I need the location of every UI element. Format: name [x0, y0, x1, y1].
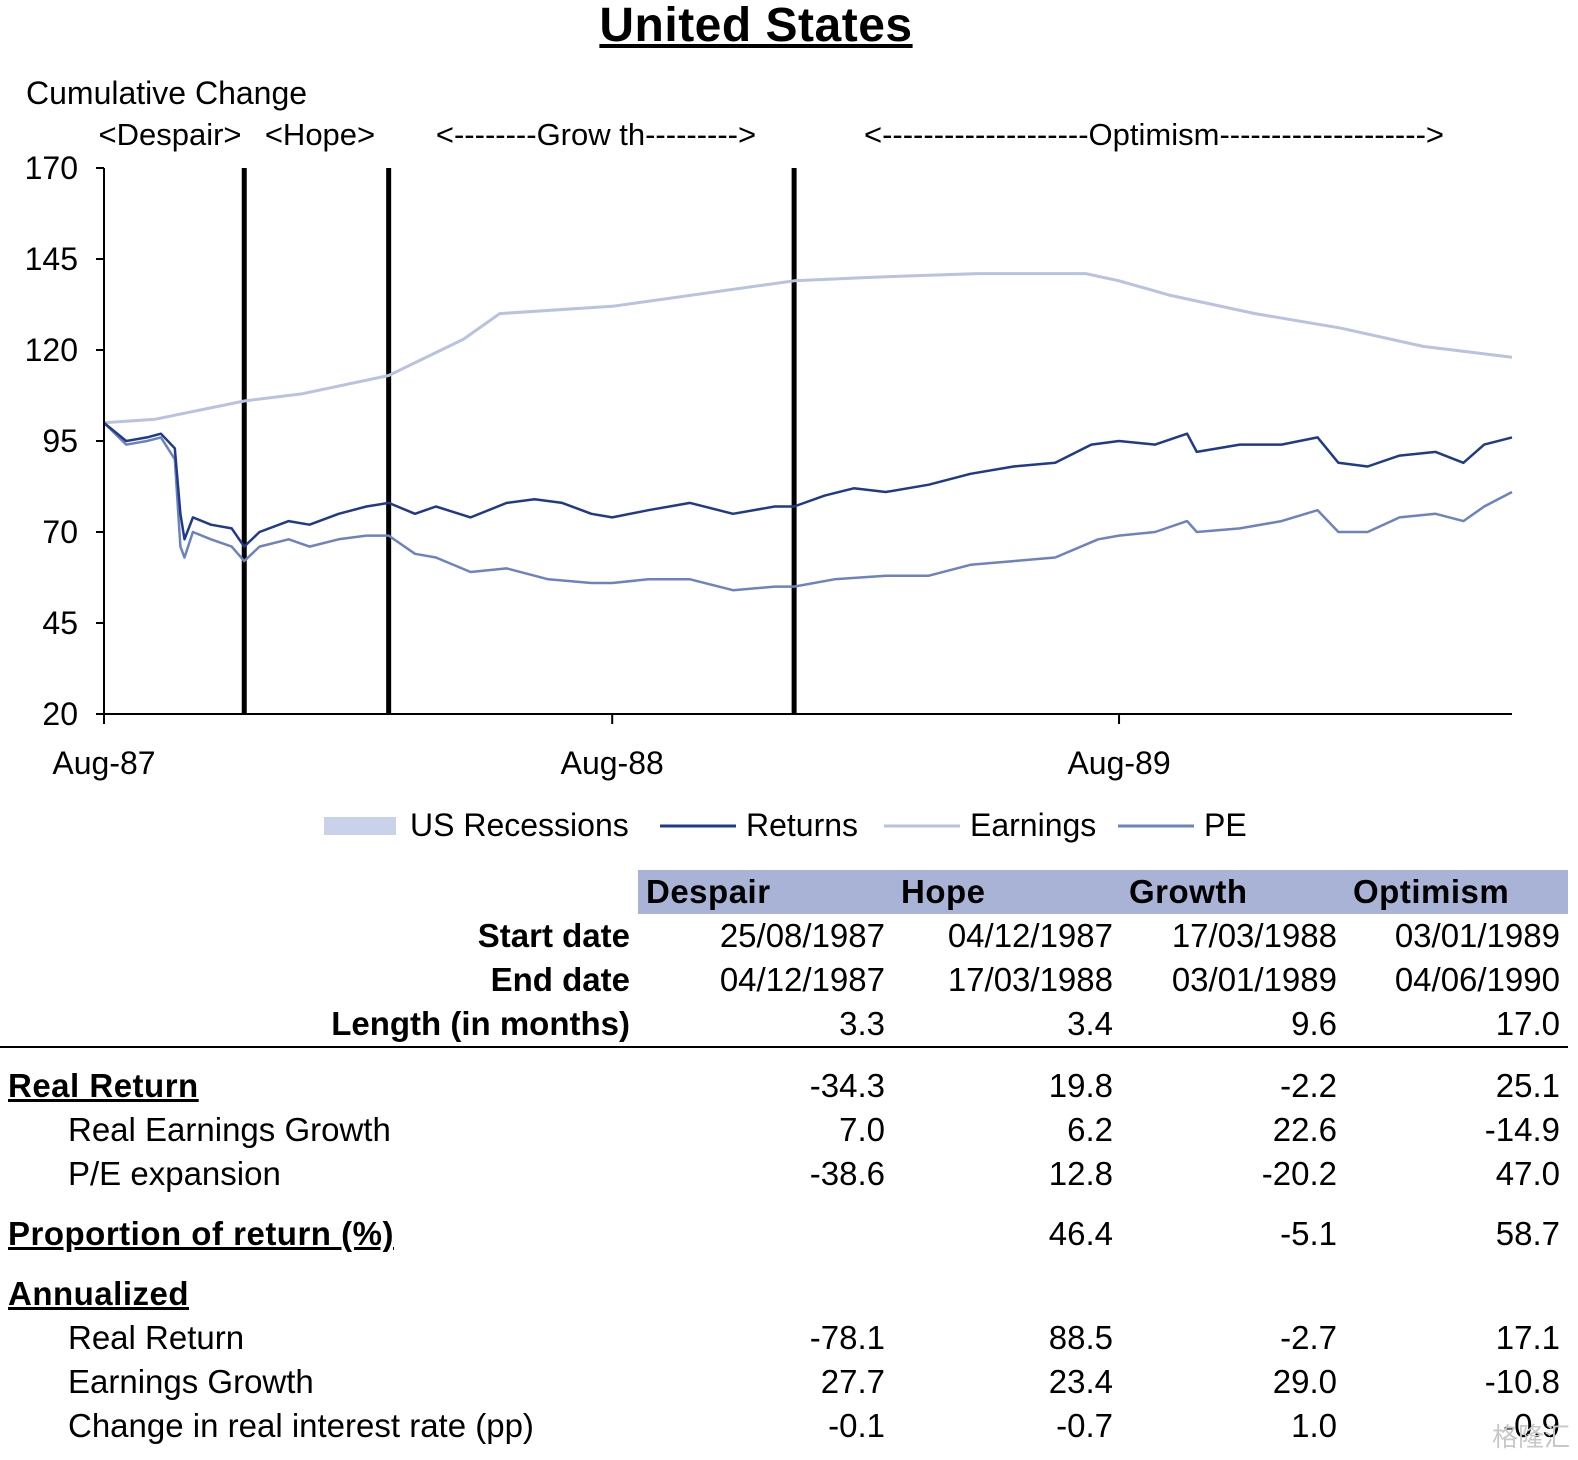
chart-title: United States — [599, 0, 913, 52]
table-cell: 22.6 — [1272, 1111, 1337, 1148]
table-row: Real Return -78.1 88.5 -2.7 17.1 — [0, 1316, 1568, 1360]
row-label: Length (in months) — [0, 1002, 638, 1048]
table-cell: 1.0 — [1291, 1407, 1337, 1444]
phase-label: <--------------------Optimism-----------… — [864, 117, 1444, 152]
table-cell: 04/12/1987 — [947, 917, 1113, 954]
table-row: End date 04/12/1987 17/03/1988 03/01/198… — [0, 958, 1568, 1002]
table-cell: 88.5 — [1048, 1319, 1113, 1356]
x-tick-label: Aug-88 — [561, 745, 664, 781]
y-tick-label: 45 — [42, 605, 78, 641]
legend-label: Earnings — [970, 807, 1096, 843]
table-row: Length (in months) 3.3 3.4 9.6 17.0 — [0, 1002, 1568, 1048]
legend-swatch-recessions — [324, 817, 396, 835]
legend-label: Returns — [746, 807, 858, 843]
table-cell: -14.9 — [1484, 1111, 1560, 1148]
table-cell: 03/01/1989 — [1394, 917, 1560, 954]
phase-label: <Despair> — [98, 117, 241, 152]
legend-label: PE — [1204, 807, 1247, 843]
table-cell: 17/03/1988 — [1171, 917, 1337, 954]
phase-label: <--------Grow th---------> — [436, 117, 756, 152]
table-cell: 46.4 — [1048, 1215, 1113, 1252]
table-row: P/E expansion -38.6 12.8 -20.2 47.0 — [0, 1152, 1568, 1196]
table-cell: -38.6 — [809, 1155, 885, 1192]
table-cell: 04/06/1990 — [1394, 961, 1560, 998]
table-cell: -0.9 — [1503, 1407, 1560, 1444]
series-line-pe — [103, 421, 1513, 592]
y-tick-label: 170 — [25, 150, 78, 186]
table-cell: 6.2 — [1067, 1111, 1113, 1148]
table-cell: -5.1 — [1280, 1215, 1337, 1252]
table-row: Real Earnings Growth 7.0 6.2 22.6 -14.9 — [0, 1108, 1568, 1152]
table-cell — [638, 1212, 893, 1256]
table-row: Real Return -34.3 19.8 -2.2 25.1 — [0, 1064, 1568, 1108]
section-annualized: Annualized — [8, 1275, 190, 1312]
y-tick-label: 120 — [25, 332, 78, 368]
section-real-return: Real Return — [8, 1067, 199, 1104]
table-cell: 58.7 — [1495, 1215, 1560, 1252]
row-label: End date — [490, 961, 630, 998]
watermark-logo: 格隆汇 — [1491, 1422, 1570, 1452]
table-cell: -78.1 — [809, 1319, 885, 1356]
table-cell: 3.3 — [638, 1002, 893, 1048]
table-cell: 04/12/1987 — [719, 961, 885, 998]
row-label: Real Earnings Growth — [68, 1111, 391, 1148]
phase-header-hope: Hope — [893, 870, 1121, 914]
phase-header-despair: Despair — [638, 870, 893, 914]
table-cell: 3.4 — [893, 1002, 1121, 1048]
table-cell: -0.7 — [1056, 1407, 1113, 1444]
phase-header-optimism: Optimism — [1345, 870, 1568, 914]
table-cell: -2.7 — [1280, 1319, 1337, 1356]
phase-table: Despair Hope Growth Optimism Start date … — [0, 870, 1578, 1448]
row-label: P/E expansion — [68, 1155, 281, 1192]
table-row: Change in real interest rate (pp) -0.1 -… — [0, 1404, 1568, 1448]
y-tick-label: 95 — [42, 423, 78, 459]
table-cell: 12.8 — [1048, 1155, 1113, 1192]
table-cell: 25/08/1987 — [719, 917, 885, 954]
x-tick-label: Aug-89 — [1067, 745, 1170, 781]
table-cell: -20.2 — [1261, 1155, 1337, 1192]
series-line-returns — [103, 421, 1513, 548]
table-cell: 03/01/1989 — [1171, 961, 1337, 998]
table-cell: 25.1 — [1495, 1067, 1560, 1104]
table-cell: 19.8 — [1048, 1067, 1113, 1104]
row-label: Earnings Growth — [68, 1363, 314, 1400]
row-label: Real Return — [68, 1319, 245, 1356]
table-cell: 47.0 — [1495, 1155, 1560, 1192]
table-cell: 17.1 — [1495, 1319, 1560, 1356]
x-tick-label: Aug-87 — [52, 745, 155, 781]
table-cell: -34.3 — [809, 1067, 885, 1104]
phase-label: <Hope> — [265, 117, 375, 152]
table-cell: -2.2 — [1280, 1067, 1337, 1104]
table-cell: 7.0 — [839, 1111, 885, 1148]
table-cell: 23.4 — [1048, 1363, 1113, 1400]
legend-label: US Recessions — [410, 807, 629, 843]
table-row: Proportion of return (%) 46.4 -5.1 58.7 — [0, 1212, 1568, 1256]
table-row: Start date 25/08/1987 04/12/1987 17/03/1… — [0, 914, 1568, 958]
table-row: Earnings Growth 27.7 23.4 29.0 -10.8 — [0, 1360, 1568, 1404]
y-tick-label: 20 — [42, 696, 78, 732]
row-label: Start date — [477, 917, 630, 954]
row-label: Change in real interest rate (pp) — [68, 1407, 534, 1444]
table-cell: 27.7 — [820, 1363, 885, 1400]
y-axis-label: Cumulative Change — [26, 75, 307, 111]
table-cell: 9.6 — [1121, 1002, 1345, 1048]
table-cell: 17.0 — [1345, 1002, 1568, 1048]
table-cell: -0.1 — [828, 1407, 885, 1444]
table-cell: 29.0 — [1272, 1363, 1337, 1400]
table-cell: -10.8 — [1484, 1363, 1560, 1400]
series-line-earnings — [103, 272, 1513, 425]
table-row: Annualized — [0, 1272, 1568, 1316]
y-tick-label: 145 — [25, 241, 78, 277]
table-cell: 17/03/1988 — [947, 961, 1113, 998]
table-header-row: Despair Hope Growth Optimism — [0, 870, 1568, 914]
phase-header-growth: Growth — [1121, 870, 1345, 914]
section-proportion: Proportion of return (%) — [8, 1215, 394, 1252]
line-chart: Cumulative Change <Despair> <Hope> <------… — [25, 75, 1513, 843]
y-tick-label: 70 — [42, 514, 78, 550]
